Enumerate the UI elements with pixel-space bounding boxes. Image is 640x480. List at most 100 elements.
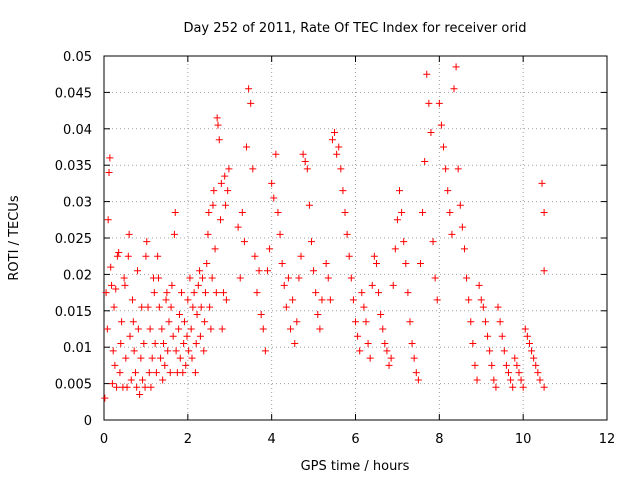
data-point xyxy=(481,318,489,326)
data-point xyxy=(322,259,330,267)
y-tick-label: 0.005 xyxy=(55,378,92,393)
data-point xyxy=(530,354,538,362)
data-point xyxy=(278,259,286,267)
data-point xyxy=(168,281,176,289)
data-point xyxy=(270,194,278,202)
data-point xyxy=(366,354,374,362)
data-point xyxy=(347,274,355,282)
data-point xyxy=(201,289,209,297)
data-point xyxy=(379,325,387,333)
data-point xyxy=(130,347,138,355)
data-point xyxy=(519,383,527,391)
data-point xyxy=(141,383,149,391)
data-point xyxy=(143,238,151,246)
data-point xyxy=(375,289,383,297)
data-point xyxy=(282,303,290,311)
data-point xyxy=(467,318,475,326)
data-point xyxy=(211,245,219,253)
data-point xyxy=(117,340,125,348)
data-point xyxy=(176,354,184,362)
data-point xyxy=(297,252,305,260)
data-point xyxy=(113,252,121,260)
data-point xyxy=(479,303,487,311)
data-point xyxy=(200,347,208,355)
data-point xyxy=(423,70,431,78)
data-point xyxy=(540,267,548,275)
data-point xyxy=(381,340,389,348)
data-point xyxy=(349,296,357,304)
data-point xyxy=(213,114,221,122)
data-point xyxy=(490,376,498,384)
data-point xyxy=(446,209,454,217)
data-point xyxy=(429,238,437,246)
data-point xyxy=(158,325,166,333)
data-point xyxy=(494,303,502,311)
data-point xyxy=(112,285,120,293)
data-point xyxy=(372,259,380,267)
data-point xyxy=(161,361,169,369)
data-point xyxy=(142,252,150,260)
data-point xyxy=(437,121,445,129)
data-point xyxy=(170,230,178,238)
data-point xyxy=(163,289,171,297)
data-point xyxy=(120,274,128,282)
data-point xyxy=(343,230,351,238)
data-point xyxy=(469,340,477,348)
data-point xyxy=(126,332,134,340)
data-point xyxy=(398,209,406,217)
data-point xyxy=(507,376,515,384)
x-tick-label: 6 xyxy=(351,432,359,447)
data-point xyxy=(139,376,147,384)
data-point xyxy=(419,209,427,217)
data-point xyxy=(333,150,341,158)
data-point xyxy=(540,209,548,217)
data-point xyxy=(295,274,303,282)
data-point xyxy=(180,340,188,348)
data-point xyxy=(452,63,460,71)
data-point xyxy=(517,376,525,384)
data-point xyxy=(488,361,496,369)
data-point xyxy=(484,332,492,340)
data-point xyxy=(463,274,471,282)
data-point xyxy=(408,340,416,348)
data-point xyxy=(448,230,456,238)
data-point xyxy=(540,383,548,391)
data-point xyxy=(383,347,391,355)
data-point xyxy=(238,209,246,217)
data-point xyxy=(293,318,301,326)
data-point xyxy=(328,136,336,144)
data-point xyxy=(268,179,276,187)
data-point xyxy=(166,369,174,377)
data-point xyxy=(186,274,194,282)
data-point xyxy=(172,347,180,355)
data-point xyxy=(358,289,366,297)
data-point xyxy=(456,201,464,209)
data-point xyxy=(124,252,132,260)
data-point xyxy=(159,376,167,384)
data-point xyxy=(356,347,364,355)
data-point xyxy=(134,267,142,275)
data-point xyxy=(212,289,220,297)
data-point xyxy=(528,347,536,355)
data-point xyxy=(192,340,200,348)
data-point xyxy=(187,325,195,333)
data-point xyxy=(291,340,299,348)
data-point xyxy=(129,296,137,304)
data-point xyxy=(145,369,153,377)
data-point xyxy=(179,369,187,377)
data-point xyxy=(473,376,481,384)
data-point xyxy=(129,318,137,326)
data-point xyxy=(185,347,193,355)
data-point xyxy=(316,325,324,333)
data-point xyxy=(458,223,466,231)
data-point xyxy=(416,259,424,267)
data-point xyxy=(444,187,452,195)
data-point xyxy=(492,383,500,391)
data-point xyxy=(245,85,253,93)
data-point xyxy=(360,303,368,311)
data-point xyxy=(525,340,533,348)
data-point xyxy=(154,274,162,282)
data-point xyxy=(201,318,209,326)
data-point xyxy=(140,340,148,348)
data-point xyxy=(312,289,320,297)
